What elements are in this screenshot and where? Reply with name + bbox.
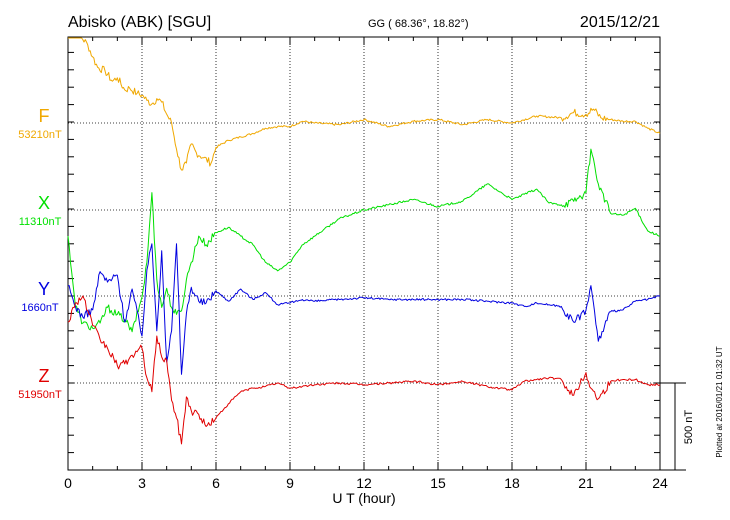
- grid-lines: [68, 37, 660, 470]
- x-tick-label: 9: [286, 475, 294, 491]
- x-tick-label: 24: [652, 475, 668, 491]
- series-line-z: [67, 295, 661, 445]
- series-name-z: Z: [39, 366, 50, 386]
- x-tick-label: 15: [430, 475, 446, 491]
- series-line-x: [67, 148, 661, 333]
- series-baseline-x: 11310nT: [19, 216, 62, 228]
- series-labels: F 53210nT X 11310nT Y 1660nT Z 51950nT: [18, 106, 62, 401]
- scale-bar-label: 500 nT: [683, 410, 695, 445]
- series-baseline-z: 51950nT: [18, 389, 62, 401]
- axis-ticks: 0 3 6 9 12 15 18 21 24: [64, 37, 668, 491]
- series-line-f: [68, 37, 661, 171]
- chart-date: 2015/12/21: [580, 14, 660, 31]
- station-coordinates: GG ( 68.36°, 18.82°): [368, 18, 469, 30]
- x-tick-label: 6: [212, 475, 220, 491]
- x-axis-label: U T (hour): [332, 490, 395, 506]
- x-tick-label: 3: [138, 475, 146, 491]
- station-title: Abisko (ABK) [SGU]: [68, 14, 211, 31]
- series-lines: [67, 37, 661, 445]
- plotted-timestamp: Plotted at 2016/01/21 01:32 UT: [715, 346, 724, 457]
- x-tick-label: 21: [578, 475, 594, 491]
- series-name-x: X: [38, 193, 50, 213]
- series-baseline-f: 53210nT: [18, 129, 62, 141]
- x-tick-label: 0: [64, 475, 72, 491]
- scale-bar: [660, 382, 686, 471]
- series-name-y: Y: [38, 279, 50, 299]
- series-name-f: F: [39, 106, 50, 126]
- x-tick-label: 12: [356, 475, 372, 491]
- series-baseline-y: 1660nT: [21, 302, 59, 314]
- x-tick-label: 18: [504, 475, 520, 491]
- series-line-y: [68, 243, 661, 375]
